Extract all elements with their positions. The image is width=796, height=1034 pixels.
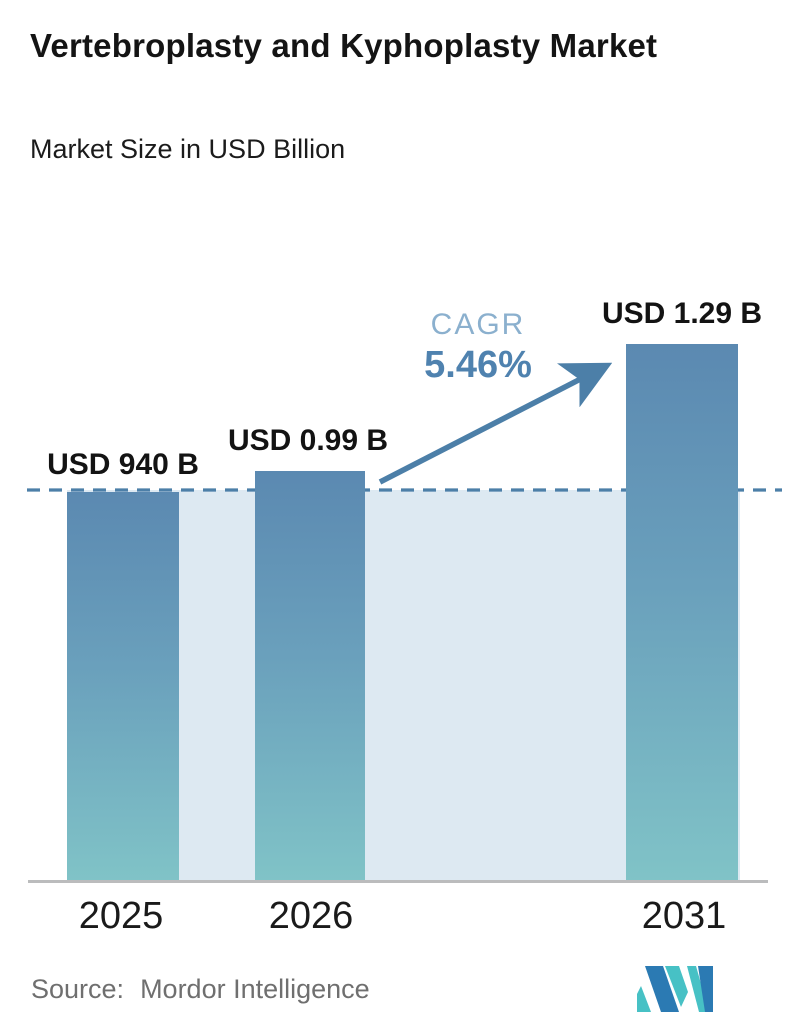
- cagr-annotation: CAGR 5.46%: [424, 308, 532, 387]
- value-label-2031: USD 1.29 B: [601, 297, 763, 330]
- bar-2025: [67, 492, 179, 881]
- page-title: Vertebroplasty and Kyphoplasty Market: [30, 27, 658, 64]
- bar-2026: [255, 471, 365, 881]
- x-axis-line: [28, 880, 768, 883]
- x-tick-2025: 2025: [78, 895, 164, 937]
- x-tick-2026: 2026: [268, 895, 354, 937]
- bar-2031: [626, 344, 738, 881]
- source-line: Source: Mordor Intelligence: [31, 974, 370, 1005]
- x-tick-2031: 2031: [641, 895, 727, 937]
- mordor-intelligence-logo: [637, 966, 713, 1012]
- source-label: Source:: [31, 974, 125, 1004]
- source-value: Mordor Intelligence: [140, 974, 370, 1004]
- cagr-label: CAGR: [430, 308, 526, 341]
- cagr-value: 5.46%: [424, 344, 532, 386]
- cagr-arrow: [378, 362, 613, 485]
- value-label-2026: USD 0.99 B: [227, 424, 389, 457]
- value-label-2025: USD 940 B: [47, 448, 199, 481]
- chart-subtitle: Market Size in USD Billion: [30, 134, 346, 164]
